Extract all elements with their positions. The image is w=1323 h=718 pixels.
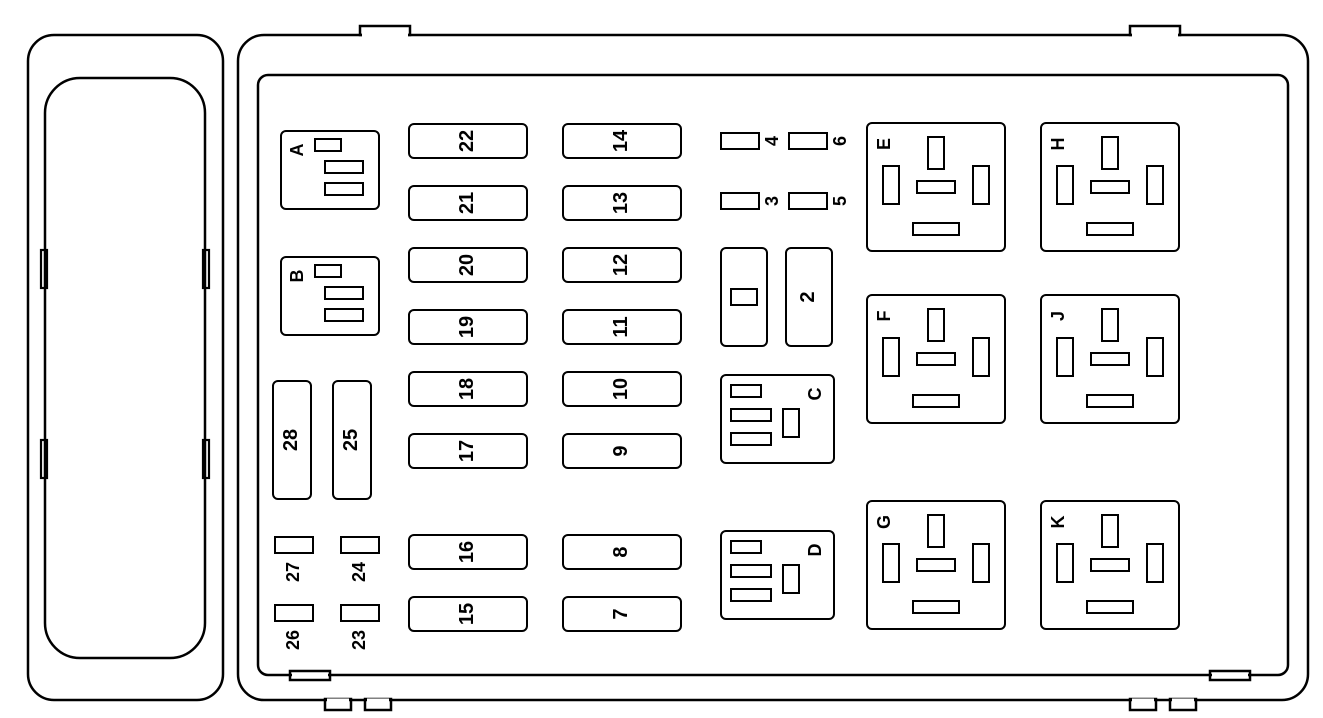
relay-K-pin0	[1101, 514, 1119, 548]
fuse-27	[274, 536, 314, 554]
module-label-C: C	[806, 383, 826, 405]
relay-K-pin2	[1146, 543, 1164, 583]
fuse-label-11: 11	[611, 312, 633, 342]
module-D-pin1	[730, 564, 772, 578]
relay-label-F: F	[875, 305, 895, 327]
relay-E-pin3	[916, 180, 956, 194]
fuse-label-12: 12	[611, 250, 633, 280]
module-A-pin2	[324, 182, 364, 196]
relay-E-pin2	[972, 165, 990, 205]
fuse-label-18: 18	[457, 374, 479, 404]
fuse-label-21: 21	[457, 188, 479, 218]
module-D-pin3	[782, 564, 800, 594]
relay-E-pin0	[927, 136, 945, 170]
fuse-label-25: 25	[341, 425, 363, 455]
fuse-26	[274, 604, 314, 622]
module-label-A: A	[288, 140, 308, 160]
fuse-label-27: 27	[284, 558, 304, 586]
relay-H-pin1	[1056, 165, 1074, 205]
relay-K-pin3	[1090, 558, 1130, 572]
fuse-label-14: 14	[611, 126, 633, 156]
relay-F-pin2	[972, 337, 990, 377]
fuse-label-26: 26	[284, 626, 304, 654]
fuse-diagram: AB 2528 24272326 2221201918171615 141312…	[0, 0, 1323, 718]
fuse-label-3: 3	[763, 190, 783, 212]
relay-E-pin4	[912, 222, 960, 236]
module-B-pin0	[314, 264, 342, 278]
relay-label-K: K	[1049, 511, 1069, 533]
relay-J-pin2	[1146, 337, 1164, 377]
relay-H-pin0	[1101, 136, 1119, 170]
relay-label-J: J	[1049, 305, 1069, 327]
relay-H-pin4	[1086, 222, 1134, 236]
fuse-label-8: 8	[611, 537, 633, 567]
module-label-D: D	[806, 539, 826, 561]
relay-K-pin4	[1086, 600, 1134, 614]
fuse-1-inner	[730, 288, 758, 306]
fuse-4	[720, 132, 760, 150]
relay-F-pin4	[912, 394, 960, 408]
module-C-pin2	[730, 432, 772, 446]
fuse-label-2: 2	[798, 282, 820, 312]
module-label-B: B	[288, 266, 308, 286]
module-C-pin1	[730, 408, 772, 422]
fuse-label-5: 5	[831, 190, 851, 212]
fuse-24	[340, 536, 380, 554]
fuse-label-6: 6	[831, 130, 851, 152]
module-D-pin2	[730, 588, 772, 602]
module-A-pin0	[314, 138, 342, 152]
module-B-pin1	[324, 286, 364, 300]
fuse-label-17: 17	[457, 436, 479, 466]
fuse-label-24: 24	[350, 558, 370, 586]
relay-G-pin3	[916, 558, 956, 572]
relay-J-pin1	[1056, 337, 1074, 377]
fuse-label-23: 23	[350, 626, 370, 654]
relay-H-pin3	[1090, 180, 1130, 194]
relay-J-pin0	[1101, 308, 1119, 342]
relay-G-pin1	[882, 543, 900, 583]
fuse-label-13: 13	[611, 188, 633, 218]
fuse-label-10: 10	[611, 374, 633, 404]
relay-F-pin3	[916, 352, 956, 366]
relay-E-pin1	[882, 165, 900, 205]
fuse-label-7: 7	[611, 599, 633, 629]
fuse-label-9: 9	[611, 436, 633, 466]
fuse-label-15: 15	[457, 599, 479, 629]
relay-J-pin4	[1086, 394, 1134, 408]
relay-G-pin0	[927, 514, 945, 548]
relay-label-E: E	[875, 133, 895, 155]
fuse-label-19: 19	[457, 312, 479, 342]
fuse-6	[788, 132, 828, 150]
module-A-pin1	[324, 160, 364, 174]
relay-G-pin4	[912, 600, 960, 614]
module-B-pin2	[324, 308, 364, 322]
relay-K-pin1	[1056, 543, 1074, 583]
fuse-label-20: 20	[457, 250, 479, 280]
relay-F-pin0	[927, 308, 945, 342]
relay-H-pin2	[1146, 165, 1164, 205]
relay-label-H: H	[1049, 133, 1069, 155]
module-D-pin0	[730, 540, 762, 554]
module-C-pin3	[782, 408, 800, 438]
relay-J-pin3	[1090, 352, 1130, 366]
fuse-3	[720, 192, 760, 210]
fuse-23	[340, 604, 380, 622]
relay-F-pin1	[882, 337, 900, 377]
fuse-5	[788, 192, 828, 210]
fuse-label-4: 4	[763, 130, 783, 152]
fuse-label-16: 16	[457, 537, 479, 567]
fuse-label-22: 22	[457, 126, 479, 156]
relay-label-G: G	[875, 511, 895, 533]
module-C-pin0	[730, 384, 762, 398]
relay-G-pin2	[972, 543, 990, 583]
fuse-label-28: 28	[281, 425, 303, 455]
